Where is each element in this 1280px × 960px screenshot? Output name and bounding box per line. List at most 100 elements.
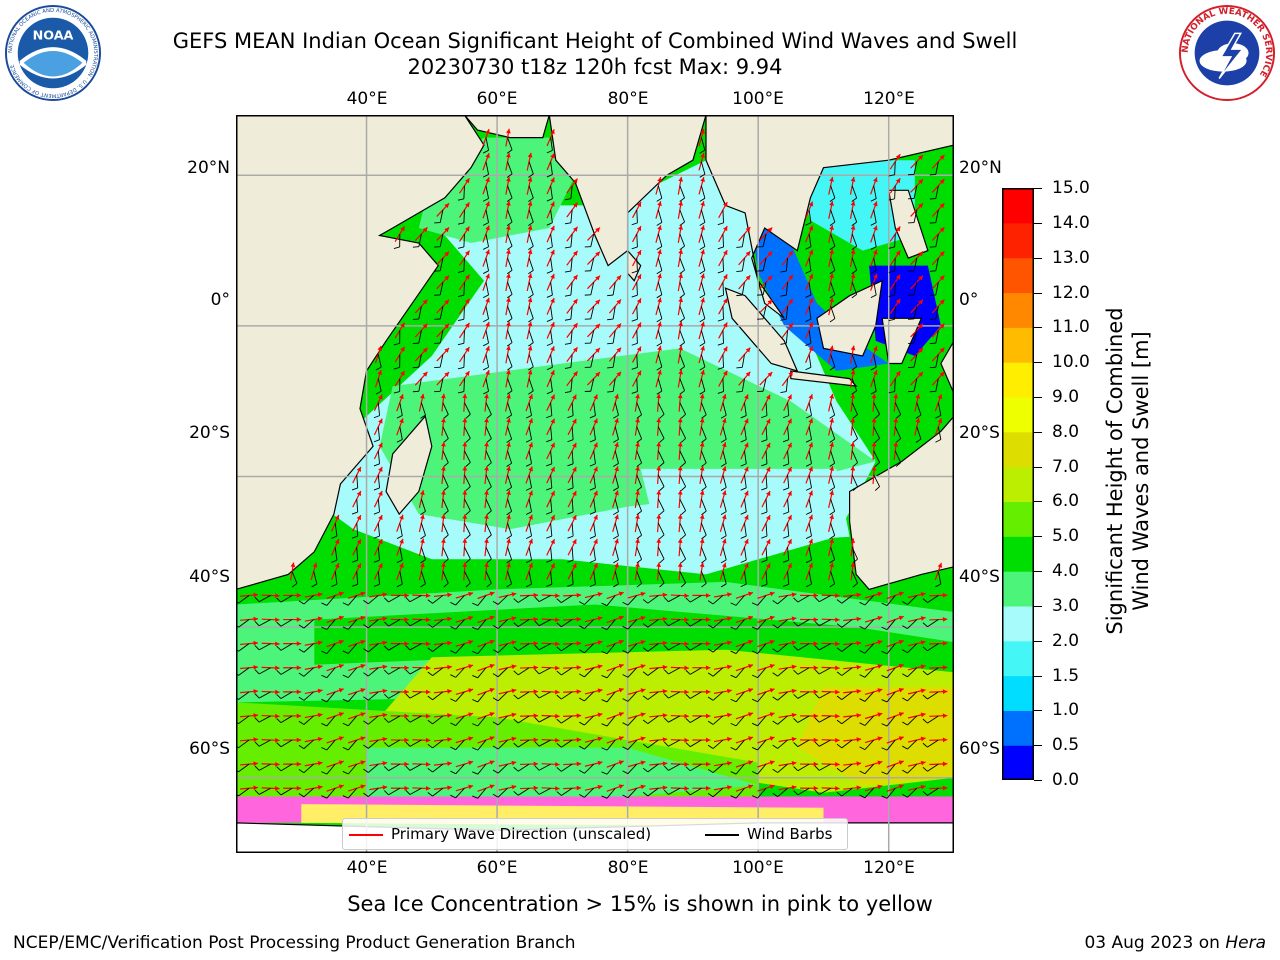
- wind-barb-staff: [326, 691, 336, 703]
- wave-direction-arrowhead: [485, 177, 490, 183]
- wind-barb-staff: [593, 571, 596, 585]
- wind-barb-staff: [388, 595, 401, 603]
- wind-barb-flag: [482, 174, 489, 178]
- wind-barb-staff: [388, 643, 401, 651]
- wind-barb-staff: [841, 643, 853, 652]
- wind-barb-staff: [464, 498, 471, 511]
- wind-barb-flag: [556, 718, 562, 724]
- wave-direction-arrowhead: [808, 394, 813, 400]
- wave-direction-arrowhead: [769, 736, 775, 741]
- wind-barb-staff: [497, 691, 508, 702]
- wind-barb-staff: [700, 354, 706, 368]
- wind-barb-staff: [464, 571, 471, 584]
- wave-direction-arrowhead: [850, 345, 856, 351]
- wind-barb-flag: [613, 559, 619, 564]
- wind-barb-staff: [517, 595, 530, 603]
- wave-direction-arrowhead: [808, 249, 814, 255]
- wind-barb-staff: [420, 571, 426, 584]
- wind-barb-staff: [326, 787, 336, 799]
- wind-barb-staff: [356, 474, 359, 488]
- wind-barb-staff: [550, 282, 553, 296]
- wind-barb-staff: [777, 643, 788, 653]
- wave-direction-arrowhead: [489, 760, 495, 765]
- wind-barb-staff: [873, 402, 881, 415]
- wind-barb-flag: [546, 559, 553, 563]
- wave-direction-arrowhead: [677, 562, 683, 567]
- wind-barb-staff: [561, 643, 573, 652]
- wind-barb-flag: [622, 770, 629, 775]
- wind-barb-flag: [740, 535, 747, 539]
- wave-direction-arrowhead: [748, 663, 753, 669]
- wind-barb-staff: [757, 595, 767, 606]
- wave-direction-arrowhead: [506, 273, 511, 279]
- bottom-lon-tick: 40°E: [346, 858, 388, 878]
- wave-direction-arrowhead: [705, 641, 711, 647]
- wind-barb-staff: [507, 282, 513, 295]
- wind-barb-staff: [439, 233, 444, 247]
- wind-barb-flag: [321, 626, 328, 630]
- wind-barb-staff: [636, 330, 638, 344]
- wind-barb-staff: [584, 667, 595, 678]
- wave-direction-arrowhead: [662, 640, 668, 646]
- wind-barb-staff: [851, 185, 858, 199]
- wind-barb-flag: [383, 621, 389, 627]
- wind-barb-staff: [432, 763, 444, 773]
- wave-direction-arrowhead: [511, 664, 517, 670]
- wave-direction-arrowhead: [485, 129, 490, 135]
- wave-direction-arrowhead: [441, 562, 446, 568]
- wave-direction-arrowhead: [528, 418, 533, 424]
- top-lon-tick: 120°E: [863, 89, 915, 109]
- wave-direction-arrowhead: [748, 736, 753, 741]
- wave-direction-arrowhead: [769, 712, 775, 717]
- wave-direction-arrowhead: [657, 273, 662, 279]
- wind-barb-flag: [707, 720, 714, 725]
- wind-barb-flag: [383, 717, 389, 723]
- wind-barb-flag: [922, 694, 928, 700]
- wind-barb-flag: [457, 246, 465, 249]
- wave-direction-arrowhead: [597, 736, 603, 742]
- wave-direction-arrowhead: [748, 615, 753, 621]
- wind-barb-staff: [455, 739, 465, 750]
- wind-barb-staff: [612, 378, 616, 392]
- wave-direction-arrowhead: [485, 249, 490, 255]
- wind-barb-flag: [902, 601, 908, 605]
- wind-barb-staff: [455, 787, 465, 799]
- wave-direction-arrowhead: [572, 202, 578, 208]
- wind-barb-flag: [656, 197, 663, 202]
- wind-barb-flag: [701, 558, 707, 564]
- wave-direction-arrowhead: [462, 514, 468, 519]
- wind-barb-flag: [254, 621, 260, 627]
- wave-direction-arrowhead: [618, 736, 624, 741]
- wave-direction-arrowhead: [468, 615, 474, 621]
- wind-barb-staff: [528, 450, 532, 464]
- wind-barb-staff: [927, 691, 939, 700]
- wave-direction-arrowhead: [705, 713, 711, 719]
- wave-direction-arrowhead: [527, 249, 533, 255]
- wind-barb-flag: [874, 438, 880, 443]
- wind-barb-flag: [393, 367, 400, 370]
- wave-direction-arrowhead: [555, 617, 560, 623]
- wind-barb-flag: [870, 390, 877, 395]
- wave-direction-arrowhead: [787, 515, 792, 521]
- wind-barb-staff: [507, 330, 513, 343]
- wave-direction-arrowhead: [677, 490, 683, 495]
- wind-barb-flag: [851, 221, 857, 226]
- wind-barb-flag: [881, 771, 888, 775]
- wave-direction-arrowhead: [744, 563, 749, 569]
- wind-barb-staff: [830, 306, 836, 319]
- wind-barb-staff: [777, 595, 788, 605]
- wind-barb-staff: [334, 547, 338, 561]
- wave-direction-arrowhead: [275, 641, 280, 647]
- wave-direction-arrowhead: [942, 785, 948, 791]
- wave-direction-arrowhead: [678, 369, 684, 375]
- wind-barb-flag: [642, 599, 649, 604]
- wave-direction-arrowhead: [360, 664, 366, 669]
- wind-barb-flag: [685, 669, 691, 675]
- colorbar-tick-label: 13.0: [1052, 247, 1090, 268]
- wind-barb-staff: [689, 619, 702, 627]
- wind-barb-flag: [525, 415, 532, 419]
- wind-barb-staff: [679, 330, 685, 343]
- wave-direction-arrowhead: [597, 616, 603, 621]
- wind-barb-flag: [636, 558, 642, 564]
- wind-barb-staff: [507, 233, 513, 247]
